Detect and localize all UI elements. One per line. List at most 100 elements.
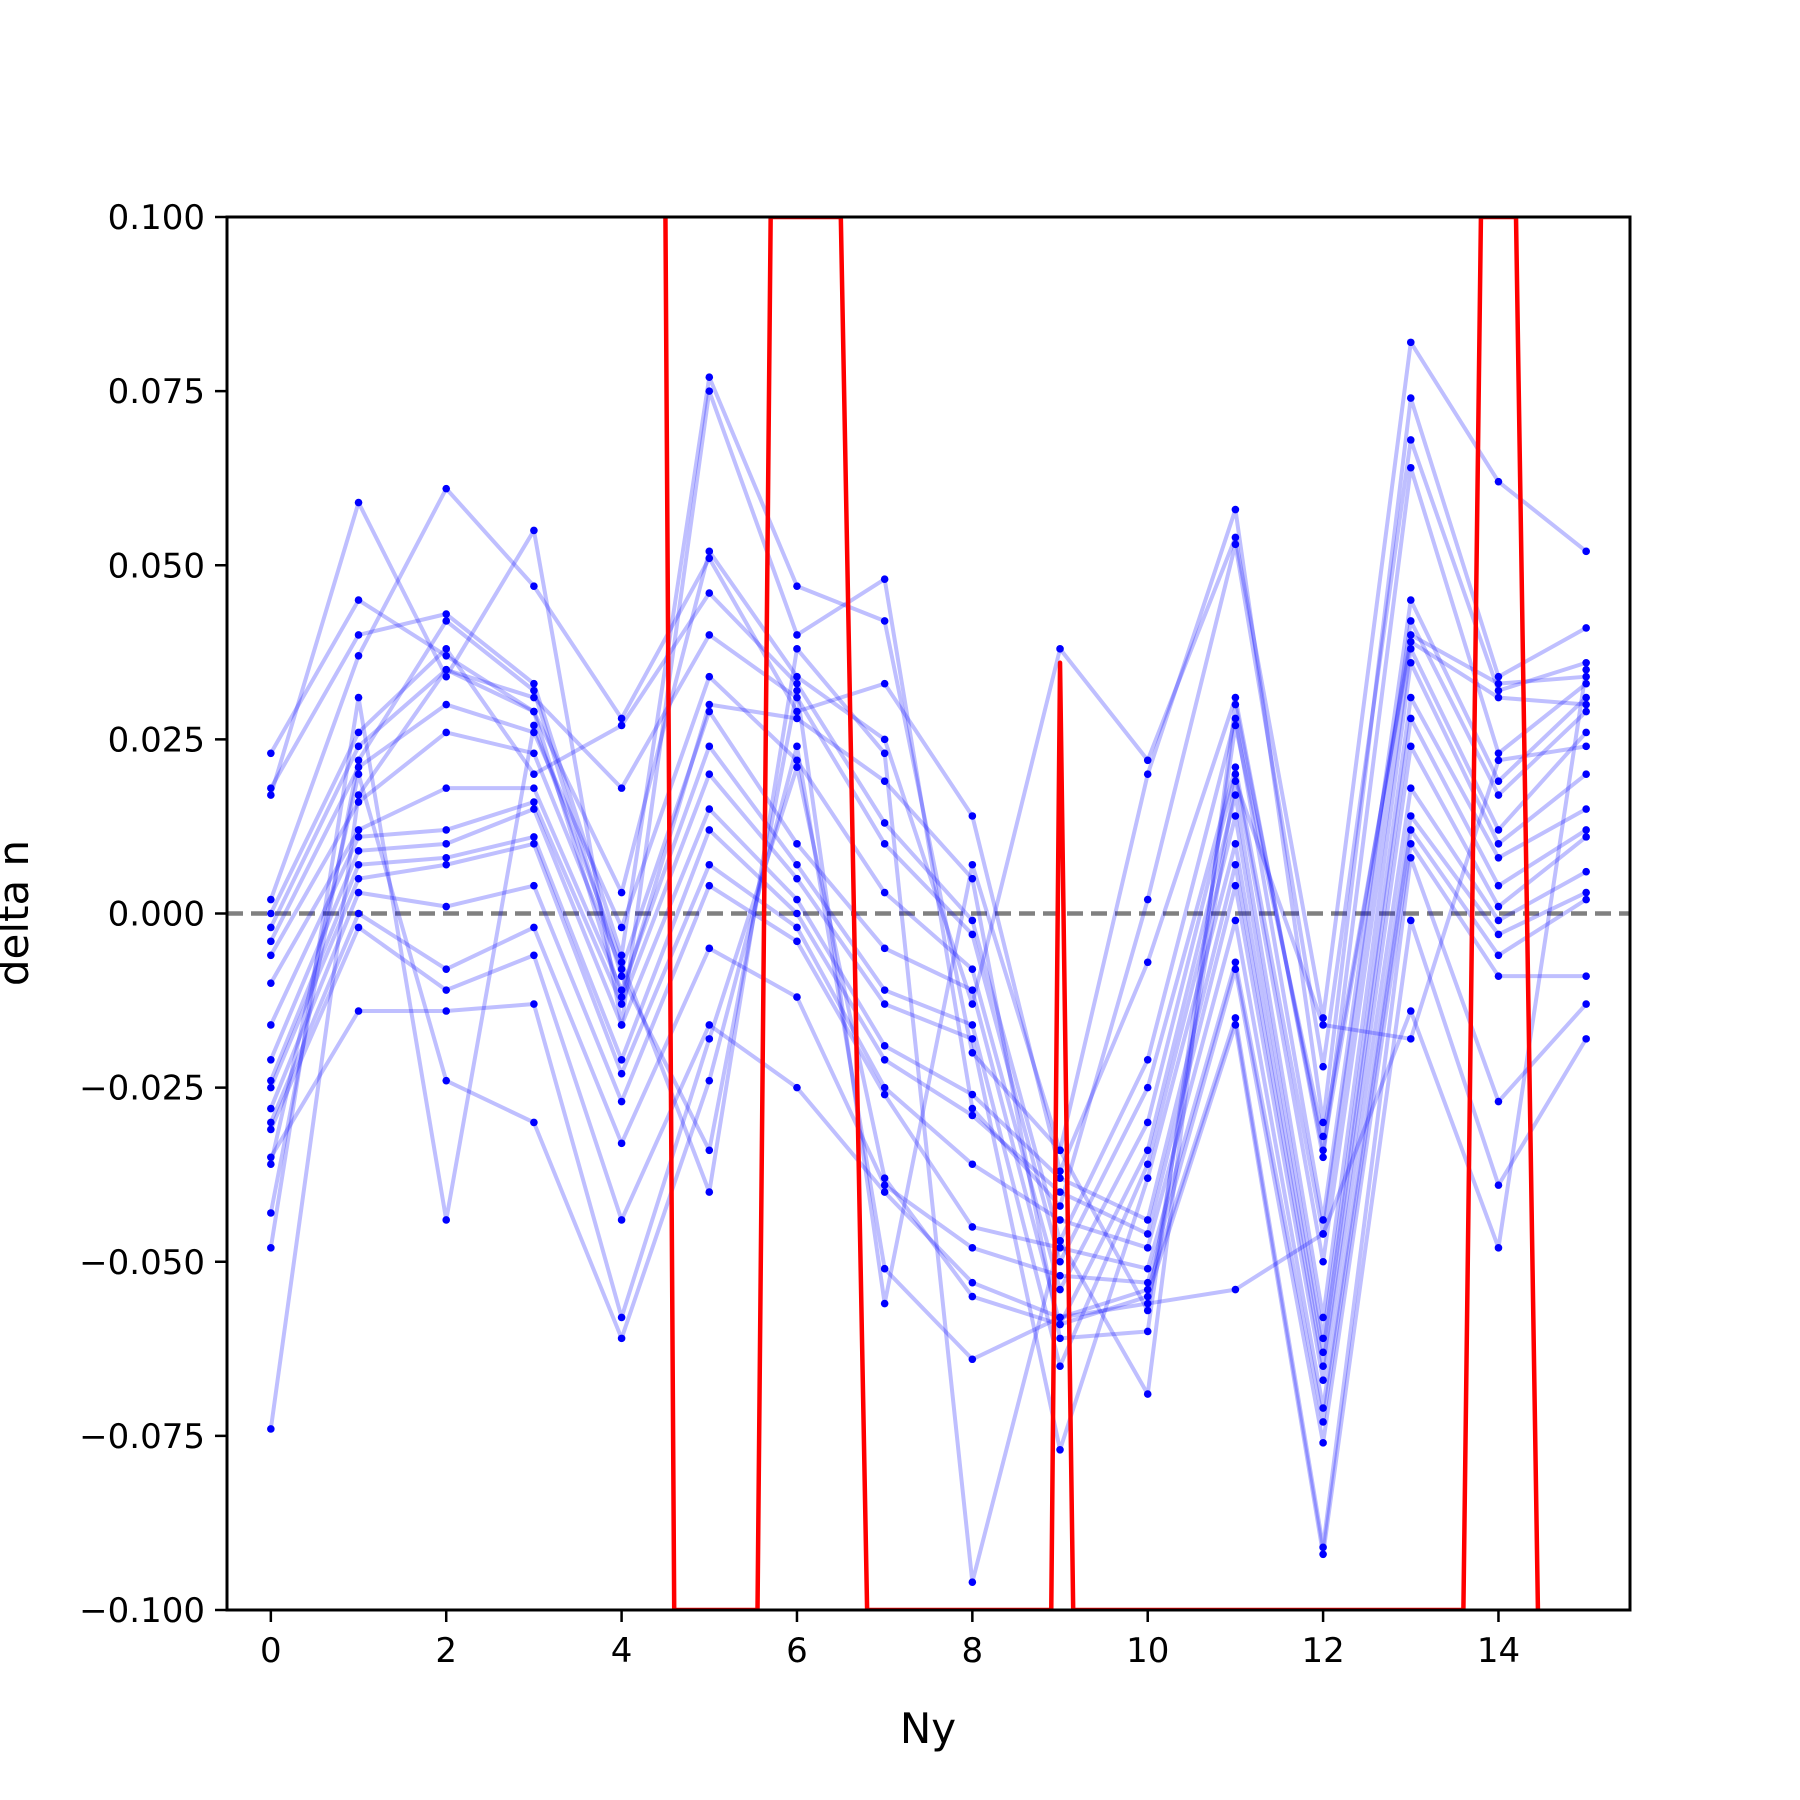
series-2-point-5 bbox=[705, 387, 714, 395]
series-16-point-7 bbox=[880, 1174, 889, 1182]
series-0-point-0 bbox=[267, 749, 275, 758]
series-2-point-10 bbox=[1143, 895, 1152, 904]
series-line-19 bbox=[268, 632, 1587, 1585]
series-11-point-2 bbox=[442, 853, 451, 862]
series-line-5 bbox=[269, 618, 1588, 1264]
series-3-point-0 bbox=[267, 895, 275, 904]
series-9-point-13 bbox=[1406, 714, 1415, 723]
series-16-point-3 bbox=[530, 1000, 538, 1008]
series-14-point-4 bbox=[617, 1139, 626, 1148]
series-0-point-2 bbox=[442, 651, 451, 660]
series-15-point-7 bbox=[880, 1188, 889, 1196]
series-15-point-3 bbox=[530, 951, 538, 960]
series-1-point-8 bbox=[968, 1049, 977, 1057]
series-6-point-2 bbox=[442, 700, 451, 709]
series-line-18 bbox=[268, 618, 1587, 1313]
series-8-point-6 bbox=[793, 860, 801, 869]
series-13-point-9 bbox=[1056, 1244, 1064, 1252]
series-6-point-1 bbox=[354, 763, 363, 772]
series-11-point-15 bbox=[1582, 867, 1590, 876]
series-15-point-5 bbox=[705, 1021, 714, 1029]
series-11-point-7 bbox=[880, 1055, 889, 1064]
series-0-point-8 bbox=[968, 1000, 977, 1008]
series-7-point-14 bbox=[1494, 840, 1503, 848]
series-3-point-8 bbox=[968, 812, 977, 820]
series-13-point-12 bbox=[1319, 1418, 1327, 1426]
series-10-point-4 bbox=[617, 1021, 626, 1029]
series-3-point-3 bbox=[530, 582, 538, 590]
series-16-point-9 bbox=[1056, 1320, 1064, 1329]
series-line-1 bbox=[269, 375, 1588, 1153]
series-layer bbox=[267, 338, 1590, 1586]
series-0-point-12 bbox=[1319, 1014, 1327, 1022]
series-7-point-8 bbox=[968, 986, 977, 994]
series-2-point-8 bbox=[968, 1104, 977, 1113]
series-line-10 bbox=[268, 744, 1588, 1369]
y-tick-label-3: −0.025 bbox=[79, 1069, 205, 1109]
series-0-point-4 bbox=[617, 888, 626, 897]
series-14-point-12 bbox=[1319, 1439, 1327, 1447]
series-17-point-4 bbox=[617, 1334, 626, 1343]
series-11-point-0 bbox=[267, 1076, 275, 1085]
y-tick-label-4: 0.000 bbox=[108, 895, 205, 935]
series-20-point-7 bbox=[880, 777, 889, 785]
series-8-point-1 bbox=[354, 826, 363, 834]
y-tick-label-5: 0.025 bbox=[108, 720, 205, 760]
series-1-point-4 bbox=[617, 951, 626, 960]
series-20-point-9 bbox=[1056, 1334, 1064, 1343]
series-18-point-15 bbox=[1582, 742, 1590, 751]
series-19-point-10 bbox=[1143, 1390, 1152, 1398]
series-9-point-14 bbox=[1494, 881, 1503, 890]
series-9-point-3 bbox=[530, 798, 538, 806]
series-line-16 bbox=[269, 765, 1588, 1557]
series-14-point-9 bbox=[1056, 1271, 1064, 1280]
series-3-point-15 bbox=[1582, 679, 1590, 688]
x-tick-label-1: 2 bbox=[435, 1631, 457, 1671]
series-0-point-13 bbox=[1406, 338, 1415, 347]
series-1-point-12 bbox=[1319, 1118, 1327, 1127]
series-line-2 bbox=[268, 389, 1587, 1209]
series-17-point-6 bbox=[793, 742, 801, 751]
series-12-point-6 bbox=[793, 923, 801, 932]
series-5-point-10 bbox=[1143, 1083, 1152, 1092]
series-line-9 bbox=[269, 716, 1588, 1452]
series-17-point-11 bbox=[1231, 1285, 1240, 1294]
series-13-point-3 bbox=[530, 881, 538, 890]
series-18-point-2 bbox=[442, 617, 451, 625]
series-19-point-9 bbox=[1056, 1237, 1064, 1245]
series-10-point-11 bbox=[1231, 860, 1240, 869]
series-18-point-9 bbox=[1056, 1146, 1064, 1155]
series-1-point-1 bbox=[354, 631, 363, 639]
series-12-point-15 bbox=[1582, 888, 1590, 897]
series-5-point-0 bbox=[267, 923, 275, 932]
series-19-point-6 bbox=[793, 645, 801, 653]
series-6-point-3 bbox=[530, 728, 538, 737]
series-5-point-8 bbox=[968, 930, 977, 939]
series-1-point-10 bbox=[1143, 770, 1152, 778]
series-7-point-1 bbox=[354, 798, 363, 806]
series-3-point-11 bbox=[1231, 693, 1240, 702]
series-10-point-3 bbox=[530, 805, 538, 813]
series-line-8 bbox=[269, 695, 1588, 1369]
series-9-point-15 bbox=[1582, 826, 1590, 834]
series-17-point-1 bbox=[354, 770, 363, 778]
series-16-point-2 bbox=[442, 1007, 451, 1015]
series-18-point-5 bbox=[705, 1146, 714, 1155]
series-10-point-6 bbox=[793, 895, 801, 904]
x-axis-title: Ny bbox=[900, 1704, 956, 1753]
series-3-point-7 bbox=[880, 679, 889, 688]
series-15-point-14 bbox=[1494, 1097, 1503, 1106]
series-14-point-2 bbox=[442, 965, 451, 974]
series-14-point-1 bbox=[354, 909, 363, 918]
series-15-point-6 bbox=[793, 1083, 801, 1092]
series-17-point-10 bbox=[1143, 1299, 1152, 1308]
x-tick-label-4: 8 bbox=[962, 1631, 984, 1671]
series-15-point-10 bbox=[1143, 1285, 1152, 1294]
series-15-point-4 bbox=[617, 1216, 626, 1224]
series-1-point-15 bbox=[1582, 624, 1590, 632]
series-1-point-5 bbox=[705, 373, 714, 381]
y-tick-label-7: 0.075 bbox=[108, 372, 205, 412]
series-18-point-12 bbox=[1319, 1021, 1327, 1029]
series-16-point-14 bbox=[1494, 1181, 1503, 1189]
series-20-point-13 bbox=[1406, 638, 1415, 646]
